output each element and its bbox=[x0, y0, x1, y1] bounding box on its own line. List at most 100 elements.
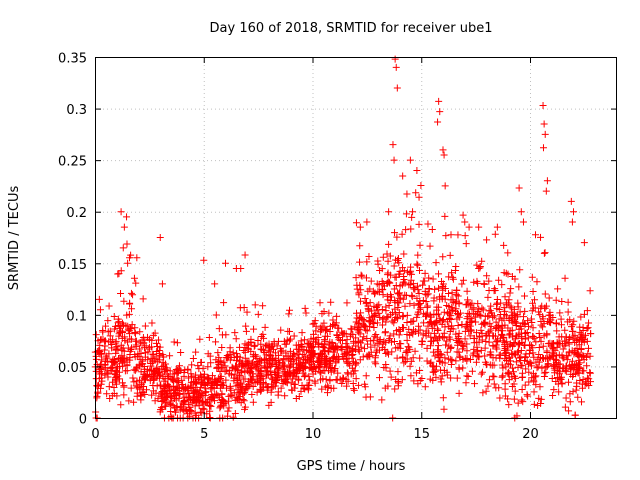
data-point bbox=[250, 325, 258, 333]
data-point bbox=[149, 331, 157, 339]
data-point bbox=[268, 342, 276, 350]
data-point bbox=[485, 376, 493, 384]
data-point bbox=[511, 387, 519, 395]
data-point bbox=[362, 326, 370, 334]
data-point bbox=[128, 344, 136, 352]
data-point bbox=[449, 325, 457, 333]
data-point bbox=[280, 337, 288, 345]
data-point bbox=[406, 345, 414, 353]
data-point bbox=[511, 275, 519, 283]
data-point bbox=[156, 343, 164, 351]
data-point bbox=[512, 335, 520, 343]
data-point bbox=[437, 366, 445, 374]
data-point bbox=[267, 388, 275, 396]
data-point bbox=[361, 345, 369, 353]
data-point bbox=[577, 345, 585, 353]
data-point bbox=[326, 356, 334, 364]
data-point bbox=[416, 305, 424, 313]
data-point bbox=[230, 389, 238, 397]
data-point bbox=[416, 326, 424, 334]
data-point bbox=[452, 291, 460, 299]
data-point bbox=[495, 315, 503, 323]
data-point bbox=[93, 394, 101, 402]
data-point bbox=[318, 326, 326, 334]
data-point bbox=[379, 285, 387, 293]
data-point bbox=[169, 401, 177, 409]
data-point bbox=[490, 373, 498, 381]
data-point bbox=[534, 363, 542, 371]
data-point bbox=[136, 345, 144, 353]
data-point bbox=[126, 335, 134, 343]
data-point bbox=[120, 354, 128, 362]
data-point bbox=[471, 380, 479, 388]
data-point bbox=[187, 373, 195, 381]
data-point bbox=[371, 332, 379, 340]
data-point bbox=[114, 315, 122, 323]
data-point bbox=[523, 357, 531, 365]
data-point bbox=[169, 370, 177, 378]
data-point bbox=[380, 364, 388, 372]
data-point bbox=[231, 362, 239, 370]
data-point bbox=[373, 319, 381, 327]
data-point bbox=[521, 292, 529, 300]
data-point bbox=[330, 320, 338, 328]
data-point bbox=[435, 97, 443, 105]
data-point bbox=[582, 331, 590, 339]
data-point bbox=[107, 338, 115, 346]
data-point bbox=[157, 389, 165, 397]
data-point bbox=[140, 344, 148, 352]
data-point bbox=[417, 181, 425, 189]
data-point bbox=[99, 328, 107, 336]
data-point bbox=[569, 388, 577, 396]
data-point bbox=[385, 240, 393, 248]
data-point bbox=[468, 367, 476, 375]
data-point bbox=[577, 313, 585, 321]
data-point bbox=[274, 356, 282, 364]
data-point bbox=[200, 256, 208, 264]
data-point bbox=[204, 363, 212, 371]
data-point bbox=[438, 333, 446, 341]
data-point bbox=[343, 299, 351, 307]
data-point bbox=[574, 369, 582, 377]
data-point bbox=[261, 323, 269, 331]
data-point bbox=[364, 305, 372, 313]
data-point bbox=[298, 329, 306, 337]
data-point bbox=[423, 291, 431, 299]
data-point bbox=[360, 317, 368, 325]
data-point bbox=[229, 349, 237, 357]
data-point bbox=[568, 363, 576, 371]
data-point bbox=[488, 361, 496, 369]
data-point bbox=[407, 372, 415, 380]
data-point bbox=[470, 278, 478, 286]
data-point bbox=[125, 397, 133, 405]
data-point bbox=[530, 334, 538, 342]
data-point bbox=[548, 351, 556, 359]
data-point bbox=[454, 311, 462, 319]
data-point bbox=[339, 374, 347, 382]
data-point bbox=[569, 335, 577, 343]
data-point bbox=[435, 284, 443, 292]
data-point bbox=[486, 320, 494, 328]
data-point bbox=[507, 285, 515, 293]
data-point bbox=[539, 342, 547, 350]
data-point bbox=[553, 373, 561, 381]
data-point bbox=[415, 290, 423, 298]
data-point bbox=[538, 364, 546, 372]
data-point bbox=[217, 359, 225, 367]
data-point bbox=[532, 338, 540, 346]
data-point bbox=[256, 385, 264, 393]
data-point bbox=[508, 311, 516, 319]
data-point bbox=[452, 357, 460, 365]
data-point bbox=[415, 329, 423, 337]
data-point bbox=[573, 349, 581, 357]
data-point bbox=[506, 289, 514, 297]
data-point bbox=[529, 287, 537, 295]
data-point bbox=[220, 400, 228, 408]
data-point bbox=[363, 258, 371, 266]
data-point bbox=[186, 394, 194, 402]
data-point bbox=[281, 340, 289, 348]
data-point bbox=[394, 377, 402, 385]
data-point bbox=[141, 353, 149, 361]
data-point bbox=[294, 350, 302, 358]
data-point bbox=[505, 316, 513, 324]
